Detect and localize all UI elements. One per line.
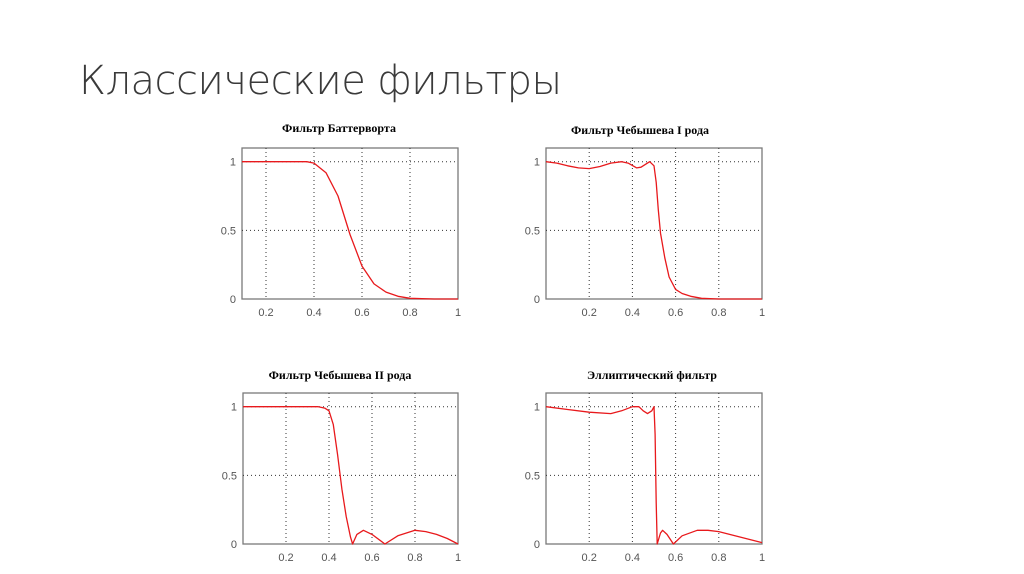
slide-title: Классические фильтры: [79, 58, 562, 104]
x-tick-label: 0.2: [278, 552, 293, 564]
x-tick-label: 0.6: [668, 307, 683, 319]
x-tick-label: 1: [759, 307, 765, 319]
x-tick-label: 0.8: [402, 307, 417, 319]
x-tick-label: 0.2: [582, 552, 597, 564]
y-tick-label: 0: [534, 539, 540, 551]
x-tick-label: 0.8: [407, 552, 422, 564]
x-tick-label: 0.4: [625, 552, 640, 564]
chart-title: Фильтр Чебышева II рода: [269, 368, 412, 382]
x-tick-label: 0.4: [321, 552, 336, 564]
y-tick-label: 0.5: [222, 470, 237, 482]
response-curve: [545, 406, 763, 545]
chart-3: Фильтр Чебышева II рода 0.2 0.4 0.6 0.8 1 0 0.5…: [222, 368, 461, 564]
y-tick-label: 1: [534, 157, 540, 169]
chart-title: Эллиптический фильтр: [587, 368, 717, 382]
x-tick-label: 0.8: [711, 552, 726, 564]
x-tick-label: 0.4: [306, 307, 321, 319]
x-tick-label: 1: [455, 552, 461, 564]
y-tick-label: 0: [534, 294, 540, 306]
x-tick-label: 1: [759, 552, 765, 564]
x-tick-label: 1: [455, 307, 461, 319]
y-tick-label: 0.5: [525, 470, 540, 482]
y-tick-label: 1: [230, 157, 236, 169]
y-tick-label: 1: [534, 402, 540, 414]
x-tick-label: 0.8: [711, 307, 726, 319]
x-tick-label: 0.6: [354, 307, 369, 319]
x-tick-label: 0.2: [582, 307, 597, 319]
chart-title: Фильтр Баттерворта: [282, 121, 396, 135]
y-tick-label: 1: [231, 402, 237, 414]
chart-2: Фильтр Чебышева I рода 0.2 0.4 0.6 0.8 1 0 0.5 1: [525, 123, 765, 319]
chart-1: Фильтр Баттерворта 0.2 0.4 0.6 0.8 1 0 0.5 1: [221, 121, 461, 319]
plot-area: [242, 392, 459, 545]
y-tick-label: 0: [230, 294, 236, 306]
y-tick-label: 0: [231, 539, 237, 551]
response-curve: [545, 161, 762, 300]
y-tick-label: 0.5: [525, 225, 540, 237]
plot-area: [241, 147, 459, 300]
x-tick-label: 0.2: [258, 307, 273, 319]
response-curve: [243, 406, 459, 545]
plot-area: [545, 147, 763, 300]
chart-title: Фильтр Чебышева I рода: [571, 123, 709, 137]
response-curve: [242, 161, 458, 300]
chart-4: Эллиптический фильтр 0.2 0.4 0.6 0.8 1 0 0.5 1: [525, 368, 765, 564]
x-tick-label: 0.4: [625, 307, 640, 319]
x-tick-label: 0.6: [364, 552, 379, 564]
y-tick-label: 0.5: [221, 225, 236, 237]
x-tick-label: 0.6: [668, 552, 683, 564]
